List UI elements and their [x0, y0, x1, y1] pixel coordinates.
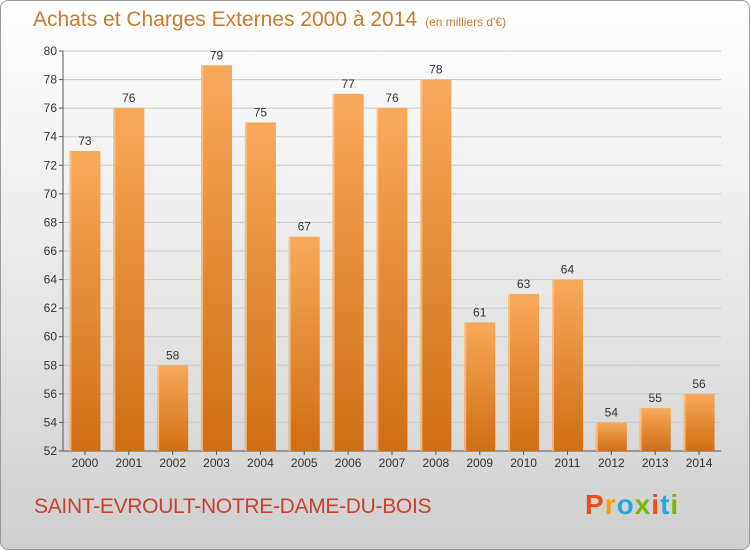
- bar-highlight: [595, 422, 598, 451]
- bar-highlight: [551, 279, 554, 451]
- x-tick-label: 2002: [159, 456, 186, 470]
- y-tick-label: 56: [44, 387, 58, 401]
- bar-highlight: [69, 151, 72, 451]
- x-tick-label: 2013: [642, 456, 669, 470]
- bar-highlight: [464, 322, 467, 451]
- bar: [332, 93, 364, 451]
- data-label: 64: [561, 263, 575, 277]
- tick-labels: 52 54 56 58 60 62 64 66 68 70 72 74 76 78 80 2000 2001 20…: [44, 44, 713, 470]
- y-tick-label: 58: [44, 358, 58, 372]
- data-label: 73: [78, 134, 92, 148]
- bars: [69, 65, 715, 452]
- bar: [244, 122, 276, 451]
- brand-letter: x: [634, 489, 652, 520]
- chart-title-text: Achats et Charges Externes 2000 à 2014: [33, 8, 418, 31]
- data-label: 77: [341, 77, 355, 91]
- y-tick-label: 60: [44, 330, 58, 344]
- y-tick-label: 66: [44, 244, 58, 258]
- bar-highlight: [288, 236, 291, 451]
- x-tick-label: 2009: [466, 456, 493, 470]
- y-tick-label: 54: [44, 415, 58, 429]
- data-label: 63: [517, 277, 531, 291]
- x-tick-label: 2010: [510, 456, 537, 470]
- bar: [420, 79, 452, 452]
- y-tick-label: 62: [44, 301, 58, 315]
- bar-highlight: [157, 365, 160, 451]
- y-tick-label: 74: [44, 130, 58, 144]
- bar-highlight: [113, 108, 116, 452]
- x-tick-label: 2012: [598, 456, 625, 470]
- y-tick-label: 80: [44, 44, 58, 58]
- y-tick-label: 64: [44, 273, 58, 287]
- bar: [157, 365, 189, 451]
- bar-highlight: [639, 408, 642, 451]
- x-tick-label: 2001: [115, 456, 142, 470]
- brand-letter: r: [604, 489, 617, 520]
- bar: [595, 422, 627, 451]
- data-labels: 73 76 58 79 75 67 77 76 78 61 63 64 54 55 56: [78, 48, 706, 419]
- x-tick-label: 2008: [423, 456, 450, 470]
- data-label: 78: [429, 63, 443, 77]
- brand-letter: t: [660, 489, 671, 520]
- brand-letter: i: [651, 489, 661, 520]
- data-label: 55: [649, 391, 663, 405]
- data-label: 54: [605, 405, 619, 419]
- x-tick-label: 2011: [555, 456, 581, 470]
- y-tick-label: 70: [44, 187, 58, 201]
- bar: [683, 393, 715, 451]
- y-tick-label: 78: [44, 73, 58, 87]
- bar-highlight: [332, 93, 335, 451]
- y-tick-label: 72: [44, 158, 58, 172]
- chart-subtitle: (en milliers d'€): [425, 15, 507, 29]
- x-tick-label: 2007: [379, 456, 406, 470]
- bar-highlight: [376, 108, 379, 452]
- brand-logo: Proxiti: [585, 489, 679, 521]
- bar: [639, 408, 671, 451]
- x-tick-label: 2000: [72, 456, 99, 470]
- data-label: 76: [385, 91, 399, 105]
- place-name: SAINT-EVROULT-NOTRE-DAME-DU-BOIS: [34, 495, 432, 518]
- data-label: 76: [122, 91, 136, 105]
- bar: [551, 279, 583, 451]
- data-label: 56: [692, 377, 706, 391]
- bar: [113, 108, 145, 452]
- data-label: 61: [473, 305, 487, 319]
- bar: [288, 236, 320, 451]
- bar-highlight: [683, 393, 686, 451]
- data-label: 79: [210, 48, 224, 62]
- bar-highlight: [420, 79, 423, 452]
- x-tick-label: 2006: [335, 456, 362, 470]
- brand-letter: i: [670, 489, 680, 520]
- data-label: 58: [166, 348, 180, 362]
- bar: [464, 322, 496, 451]
- y-tick-label: 68: [44, 215, 58, 229]
- data-label: 67: [298, 220, 312, 234]
- chart-title: Achats et Charges Externes 2000 à 2014 (e…: [33, 8, 506, 32]
- brand-letter: P: [585, 489, 605, 520]
- x-tick-label: 2004: [247, 456, 274, 470]
- bar-highlight: [201, 65, 204, 452]
- x-tick-label: 2014: [686, 456, 713, 470]
- bar: [69, 151, 101, 451]
- bar: [508, 293, 540, 451]
- y-tick-label: 52: [44, 444, 58, 458]
- brand-letter: o: [616, 489, 635, 520]
- x-tick-label: 2005: [291, 456, 318, 470]
- bar: [201, 65, 233, 452]
- x-tick-label: 2003: [203, 456, 230, 470]
- bar-highlight: [508, 293, 511, 451]
- bar: [376, 108, 408, 452]
- bar-highlight: [244, 122, 247, 451]
- y-tick-label: 76: [44, 101, 58, 115]
- data-label: 75: [254, 105, 268, 119]
